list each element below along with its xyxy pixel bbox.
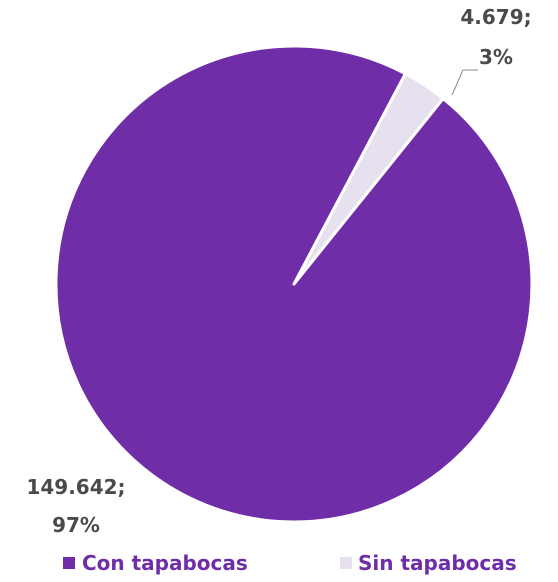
label-sin-value: 4.679; <box>460 5 531 29</box>
pie-slices <box>54 44 534 524</box>
legend-swatch-sin <box>340 557 352 569</box>
legend-label-con: Con tapabocas <box>82 551 248 575</box>
label-con-value: 149.642; <box>26 475 125 499</box>
legend-label-sin: Sin tapabocas <box>358 551 517 575</box>
slice-con-tapabocas <box>54 44 534 524</box>
legend: Con tapabocas Sin tapabocas <box>63 551 517 575</box>
legend-swatch-con <box>63 557 75 569</box>
label-sin-percent: 3% <box>479 45 513 69</box>
leader-line <box>451 69 464 96</box>
label-con-percent: 97% <box>52 513 100 537</box>
